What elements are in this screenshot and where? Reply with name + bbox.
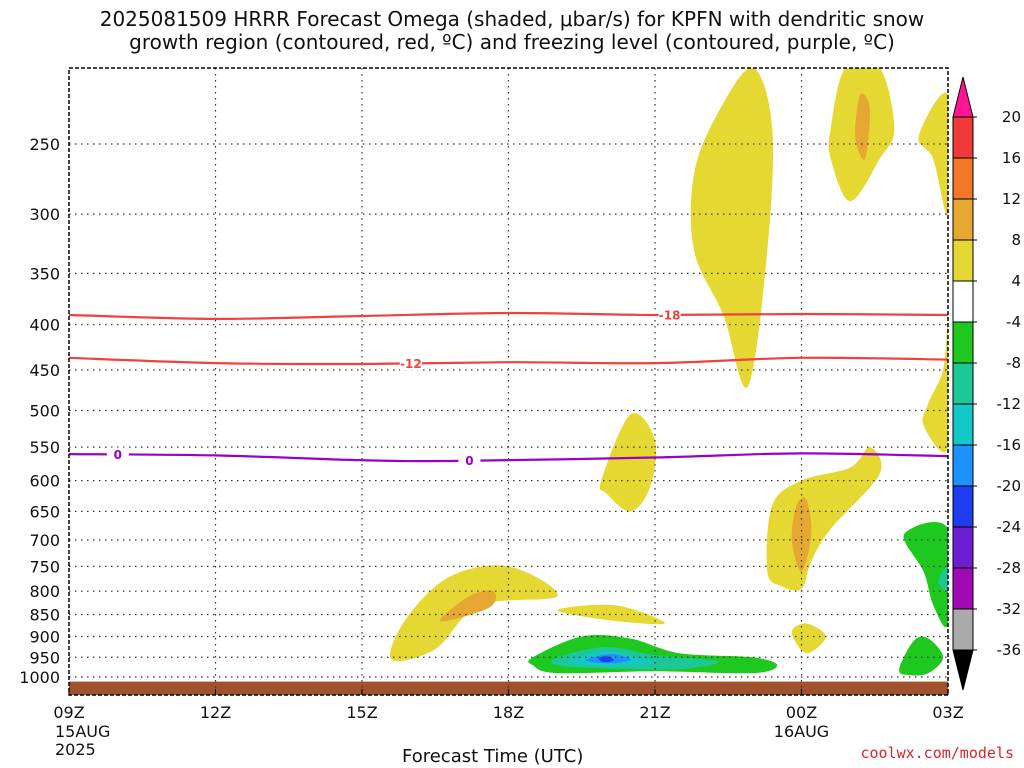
- omega-region-18: [903, 522, 948, 628]
- contour-label-bg: [399, 356, 422, 371]
- colorbar-tick-label: -12: [997, 395, 1022, 413]
- colorbar-segment-7: [952, 403, 974, 446]
- omega-region-9: [766, 447, 882, 591]
- omega-region-2: [557, 604, 665, 625]
- x-tick-date: 15AUG: [55, 722, 110, 741]
- y-tick-label: 650: [29, 502, 60, 521]
- omega-region-1: [439, 590, 497, 622]
- chart-title: 2025081509 HRRR Forecast Omega (shaded, …: [0, 8, 1024, 54]
- colorbar-tick-label: 16: [1002, 149, 1021, 167]
- y-tick-label: 750: [29, 557, 60, 576]
- omega-shading: [389, 68, 948, 676]
- contour-line-2: [69, 452, 948, 463]
- contour-line-0: [69, 311, 948, 321]
- colorbar-segment-12: [952, 608, 974, 651]
- colorbar-segment-11: [952, 567, 974, 610]
- contour-label-3: 0: [465, 454, 473, 468]
- colorbar-tick-label: -16: [997, 436, 1022, 454]
- y-tick-label: 900: [29, 627, 60, 646]
- omega-region-3: [599, 412, 657, 512]
- ground-fill: [69, 681, 948, 695]
- y-tick-label: 950: [29, 648, 60, 667]
- x-axis-title: Forecast Time (UTC): [402, 746, 584, 767]
- y-tick-label: 350: [29, 264, 60, 283]
- colorbar-segment-0: [952, 116, 974, 159]
- x-tick-label: 09Z: [53, 703, 84, 722]
- y-tick-label: 300: [29, 205, 60, 224]
- colorbar-segment-8: [952, 444, 974, 487]
- colorbar-tick-label: 20: [1002, 108, 1021, 126]
- contour-label-2: 0: [114, 448, 122, 462]
- omega-region-0: [389, 565, 558, 662]
- x-tick-label: 03Z: [932, 703, 963, 722]
- omega-region-4: [690, 68, 774, 388]
- source-link[interactable]: coolwx.com/models: [860, 744, 1014, 762]
- y-tick-label: 450: [29, 361, 60, 380]
- y-tick-label: 500: [29, 402, 60, 421]
- colorbar-segment-1: [952, 157, 974, 200]
- y-axis: 250 300 350 400 450 500 550 600 650 700 750 800 850 9…: [19, 135, 60, 687]
- colorbar-tick-label: -36: [997, 641, 1022, 659]
- x-tick-label: 12Z: [200, 703, 231, 722]
- ground-layer: [69, 681, 948, 695]
- title-line-1: 2025081509 HRRR Forecast Omega (shaded, …: [99, 7, 925, 31]
- x-tick-label: 21Z: [639, 703, 670, 722]
- y-tick-label: 1000: [19, 668, 60, 687]
- grid-lines: [69, 68, 948, 695]
- contour-line-1: [69, 356, 948, 366]
- omega-region-8: [922, 322, 948, 452]
- colorbar-segment-6: [952, 362, 974, 405]
- contour-label-bg: [658, 307, 681, 322]
- colorbar-tick-label: -24: [997, 518, 1022, 536]
- colorbar-tick-label: -4: [1006, 313, 1021, 331]
- colorbar-top-arrow: [952, 76, 974, 118]
- colorbar-segment-3: [952, 239, 974, 282]
- colorbar: 20 16 12 8 4 -4 -8 -12 -16 -20 -24 -28 -32 -36: [952, 76, 1022, 691]
- contour-label-1: -12: [400, 357, 422, 371]
- y-tick-label: 600: [29, 472, 60, 491]
- title-line-2: growth region (contoured, red, ºC) and f…: [129, 30, 895, 54]
- colorbar-segment-10: [952, 526, 974, 569]
- omega-region-11: [791, 623, 826, 654]
- colorbar-tick-label: -20: [997, 477, 1022, 495]
- y-tick-label: 800: [29, 582, 60, 601]
- colorbar-bottom-arrow: [952, 649, 974, 691]
- x-tick-label: 18Z: [493, 703, 524, 722]
- x-tick-date: 16AUG: [774, 722, 829, 741]
- contour-label-0: -18: [659, 308, 681, 322]
- y-tick-label: 850: [29, 606, 60, 625]
- omega-region-6: [855, 93, 871, 160]
- contour-label-bg: [106, 447, 129, 462]
- y-tick-label: 700: [29, 531, 60, 550]
- colorbar-segment-9: [952, 485, 974, 528]
- x-tick-year: 2025: [55, 740, 96, 759]
- colorbar-segment-5: [952, 321, 974, 364]
- y-tick-label: 400: [29, 316, 60, 335]
- omega-region-17: [899, 636, 944, 676]
- x-tick-label: 15Z: [346, 703, 377, 722]
- omega-region-19: [938, 566, 948, 592]
- omega-region-10: [791, 497, 812, 572]
- colorbar-tick-label: 8: [1011, 231, 1021, 249]
- contour-label-bg: [458, 453, 481, 468]
- temperature-contours: -18 -12 0 0: [69, 307, 948, 468]
- colorbar-tick-label: -28: [997, 559, 1022, 577]
- colorbar-tick-label: 12: [1002, 190, 1021, 208]
- colorbar-tick-label: -32: [997, 600, 1022, 618]
- y-tick-label: 250: [29, 135, 60, 154]
- colorbar-tick-label: 4: [1011, 272, 1021, 290]
- colorbar-segment-2: [952, 198, 974, 241]
- colorbar-segment-4: [952, 280, 974, 323]
- colorbar-tick-label: -8: [1006, 354, 1021, 372]
- y-tick-label: 550: [29, 438, 60, 457]
- omega-region-7: [918, 92, 948, 216]
- x-tick-label: 00Z: [786, 703, 817, 722]
